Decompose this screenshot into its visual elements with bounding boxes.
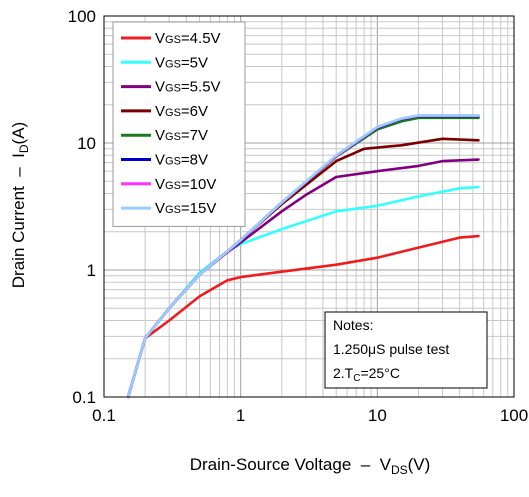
note-title: Notes: [333,317,373,333]
note-temperature: 2.TC=25°C [333,365,400,384]
legend-label: VGS=10V [155,176,216,193]
legend: VGS=4.5V VGS=5V VGS=5.5V VGS=6V VGS=7V VGS=8V… [112,21,246,227]
y-axis-title-main: Drain Current – I [9,153,28,288]
y-axis-title-end: (A) [9,122,28,145]
y-tick-label: 1 [87,261,96,280]
y-tick-label: 10 [77,134,96,153]
legend-label: VGS=15V [155,200,216,217]
x-axis-title-main: Drain-Source Voltage – V [190,455,392,474]
y-tick-label: 100 [68,7,96,26]
legend-box [112,21,246,227]
x-tick-label: 100 [500,406,528,425]
legend-label: VGS=4.5V [155,30,221,47]
series-lines [126,114,480,399]
legend-label: VGS=5.5V [155,79,221,96]
note-temperature-pre: 2.T [333,365,354,381]
note-temperature-post: =25°C [360,365,399,381]
legend-label: VGS=6V [155,103,208,120]
x-tick-label: 10 [368,406,387,425]
x-tick-label: 1 [236,406,245,425]
legend-label: VGS=7V [155,127,208,144]
notes-frame [324,311,488,389]
legend-label: VGS=8V [155,152,208,169]
note-temperature-sub: C [353,373,360,384]
x-axis-title-sub: DS [391,463,408,477]
series-line-8 [126,114,480,399]
y-axis-title-sub: D [17,144,31,153]
x-axis-title-end: (V) [408,455,431,474]
plot-frame [103,15,515,398]
tick-labels: 0.1 1 10 100 0.1 1 10 100 [68,7,529,425]
note-pulse-test: 1.250μS pulse test [333,341,449,357]
y-tick-label: 0.1 [72,388,96,407]
x-axis-title: Drain-Source Voltage – VDS(V) [190,455,431,477]
legend-label: VGS=5V [155,54,208,71]
notes-box: Notes: 1.250μS pulse test 2.TC=25°C [324,311,488,389]
series-line-1 [126,234,480,399]
y-axis-title: Drain Current – ID(A) [9,122,31,288]
x-tick-label: 0.1 [92,406,116,425]
